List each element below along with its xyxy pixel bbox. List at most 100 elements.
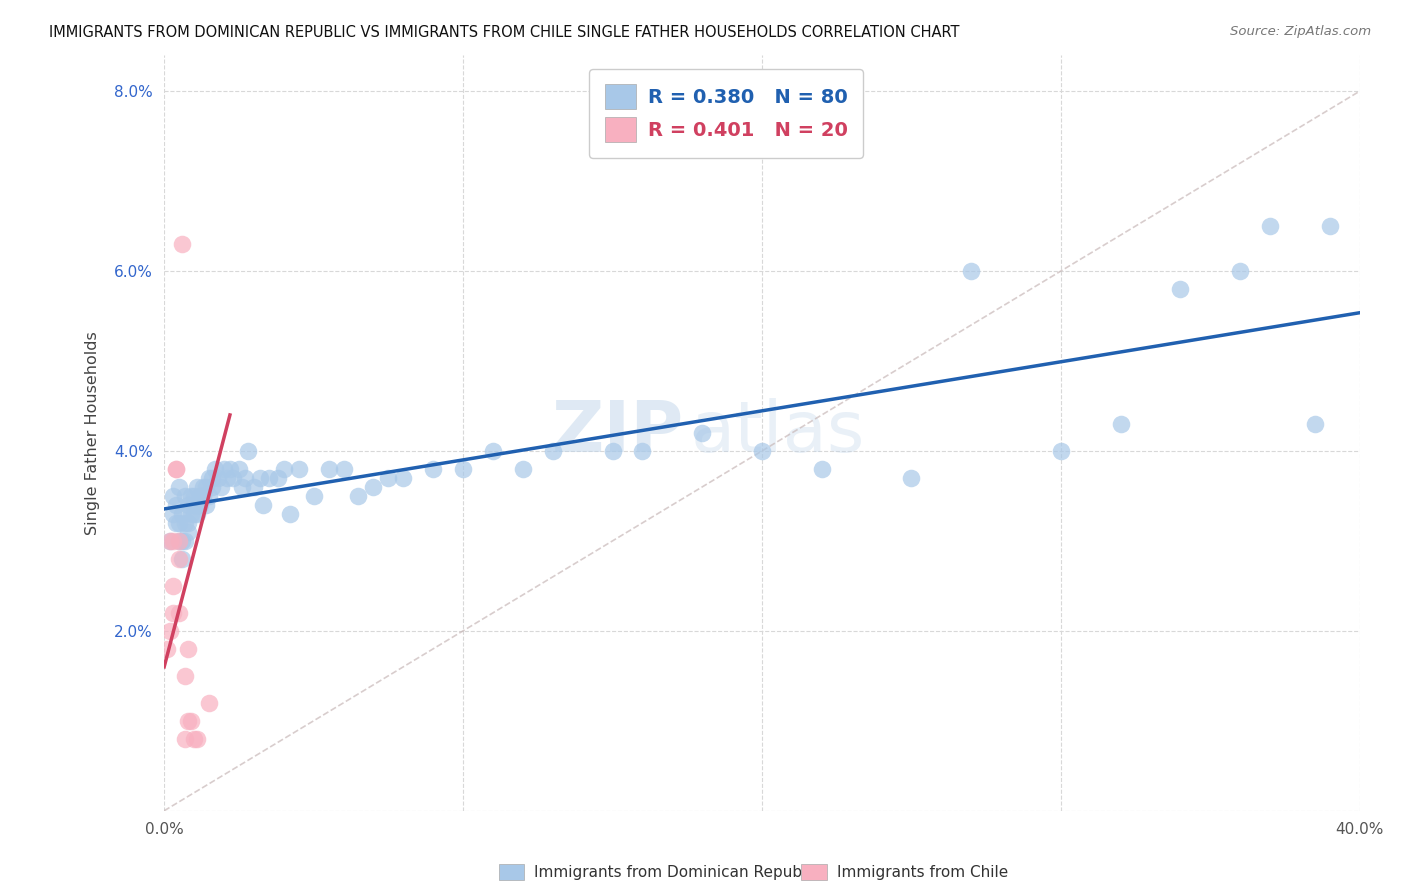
Point bbox=[377, 471, 399, 485]
Point bbox=[172, 533, 194, 548]
Point bbox=[690, 425, 713, 440]
Point bbox=[177, 714, 200, 728]
Point bbox=[1258, 219, 1281, 233]
Point bbox=[162, 533, 184, 548]
Point bbox=[165, 462, 187, 476]
Point bbox=[222, 471, 245, 485]
Point bbox=[1229, 264, 1251, 278]
Point bbox=[180, 489, 202, 503]
Point bbox=[233, 471, 256, 485]
Point bbox=[900, 471, 922, 485]
Point bbox=[207, 471, 229, 485]
Point bbox=[1109, 417, 1132, 431]
Point bbox=[422, 462, 444, 476]
Point bbox=[162, 489, 184, 503]
Point bbox=[209, 480, 232, 494]
Point bbox=[167, 552, 190, 566]
Point bbox=[451, 462, 474, 476]
Point bbox=[318, 462, 340, 476]
Point bbox=[180, 714, 202, 728]
Point bbox=[174, 516, 197, 530]
Point bbox=[810, 462, 832, 476]
Point bbox=[188, 489, 211, 503]
Point bbox=[183, 498, 205, 512]
Point bbox=[177, 498, 200, 512]
Point bbox=[191, 489, 214, 503]
Point bbox=[1170, 282, 1192, 296]
Point bbox=[186, 507, 208, 521]
Text: ZIP: ZIP bbox=[553, 399, 685, 467]
Point bbox=[162, 606, 184, 620]
Point bbox=[172, 552, 194, 566]
Point bbox=[183, 489, 205, 503]
Point bbox=[332, 462, 354, 476]
Point bbox=[191, 480, 214, 494]
Point bbox=[172, 237, 194, 252]
Point bbox=[177, 641, 200, 656]
Point bbox=[165, 516, 187, 530]
Point bbox=[204, 462, 226, 476]
Legend: R = 0.380   N = 80, R = 0.401   N = 20: R = 0.380 N = 80, R = 0.401 N = 20 bbox=[589, 69, 863, 158]
Point bbox=[219, 462, 242, 476]
Point bbox=[1303, 417, 1326, 431]
Point bbox=[198, 696, 221, 710]
Point bbox=[960, 264, 983, 278]
Point bbox=[174, 669, 197, 683]
Y-axis label: Single Father Households: Single Father Households bbox=[86, 331, 100, 535]
Point bbox=[201, 471, 224, 485]
Point bbox=[180, 507, 202, 521]
Point bbox=[186, 498, 208, 512]
Point bbox=[198, 489, 221, 503]
Point bbox=[201, 480, 224, 494]
Text: IMMIGRANTS FROM DOMINICAN REPUBLIC VS IMMIGRANTS FROM CHILE SINGLE FATHER HOUSEH: IMMIGRANTS FROM DOMINICAN REPUBLIC VS IM… bbox=[49, 25, 960, 40]
Point bbox=[174, 489, 197, 503]
Point bbox=[162, 507, 184, 521]
Point bbox=[159, 624, 181, 638]
Point bbox=[167, 516, 190, 530]
Point bbox=[278, 507, 301, 521]
Point bbox=[252, 498, 274, 512]
Point bbox=[273, 462, 295, 476]
Point bbox=[167, 606, 190, 620]
Point bbox=[167, 533, 190, 548]
Point bbox=[541, 444, 564, 458]
Point bbox=[159, 533, 181, 548]
Point bbox=[156, 641, 179, 656]
Point bbox=[195, 498, 218, 512]
Point bbox=[165, 498, 187, 512]
Point bbox=[1319, 219, 1341, 233]
Point bbox=[162, 579, 184, 593]
Point bbox=[212, 462, 235, 476]
Point bbox=[347, 489, 370, 503]
Text: Immigrants from Dominican Republic: Immigrants from Dominican Republic bbox=[534, 865, 820, 880]
Point bbox=[174, 533, 197, 548]
Point bbox=[215, 471, 238, 485]
Text: atlas: atlas bbox=[690, 399, 865, 467]
Point bbox=[195, 480, 218, 494]
Point bbox=[249, 471, 271, 485]
Point bbox=[186, 480, 208, 494]
Point bbox=[186, 731, 208, 746]
Point bbox=[512, 462, 534, 476]
Point bbox=[183, 507, 205, 521]
Point bbox=[174, 731, 197, 746]
Point bbox=[1050, 444, 1073, 458]
Point bbox=[231, 480, 253, 494]
Point bbox=[267, 471, 290, 485]
Point bbox=[159, 533, 181, 548]
Point bbox=[172, 507, 194, 521]
Point bbox=[631, 444, 654, 458]
Point bbox=[198, 471, 221, 485]
Point bbox=[392, 471, 415, 485]
Point bbox=[751, 444, 773, 458]
Point bbox=[177, 516, 200, 530]
Point bbox=[177, 524, 200, 539]
Point bbox=[287, 462, 309, 476]
Point bbox=[236, 444, 259, 458]
Point bbox=[482, 444, 505, 458]
Point bbox=[257, 471, 280, 485]
Point bbox=[363, 480, 385, 494]
Point bbox=[167, 533, 190, 548]
Text: Source: ZipAtlas.com: Source: ZipAtlas.com bbox=[1230, 25, 1371, 38]
Point bbox=[602, 444, 624, 458]
